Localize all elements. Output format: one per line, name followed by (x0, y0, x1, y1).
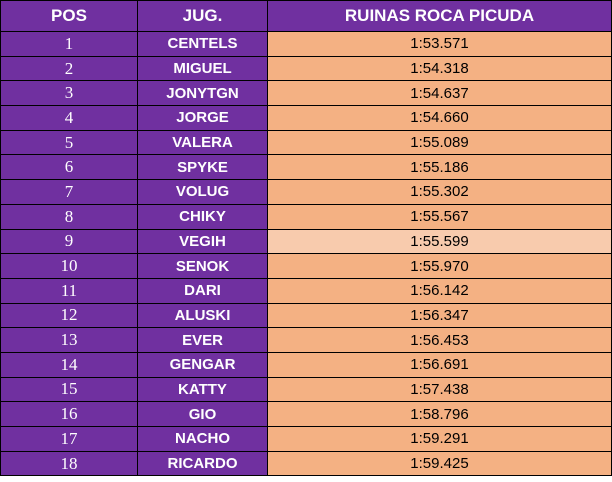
position-cell[interactable]: 2 (0, 55, 138, 82)
player-name-cell[interactable]: ALUSKI (137, 302, 268, 329)
player-name-cell[interactable]: GIO (137, 401, 268, 427)
table-row[interactable]: 14 GENGAR 1:56.691 (0, 351, 612, 378)
lap-time-cell[interactable]: 1:56.142 (267, 277, 612, 304)
position-cell[interactable]: 12 (0, 302, 138, 329)
table-row[interactable]: 18 RICARDO 1:59.425 (0, 450, 612, 477)
player-name-cell[interactable]: NACHO (137, 426, 268, 452)
table-row[interactable]: 9 VEGIH 1:55.599 (0, 228, 612, 255)
player-name-cell[interactable]: CENTELS (137, 31, 268, 57)
position-cell[interactable]: 18 (0, 450, 138, 477)
player-name-cell[interactable]: VOLUG (137, 179, 268, 205)
lap-time-cell[interactable]: 1:59.425 (267, 450, 612, 477)
position-cell[interactable]: 1 (0, 31, 138, 57)
lap-time-cell[interactable]: 1:54.318 (267, 55, 612, 82)
position-cell[interactable]: 13 (0, 327, 138, 353)
lap-time-cell[interactable]: 1:59.291 (267, 426, 612, 452)
table-row[interactable]: 15 KATTY 1:57.438 (0, 376, 612, 403)
table-row[interactable]: 12 ALUSKI 1:56.347 (0, 302, 612, 329)
table-row[interactable]: 16 GIO 1:58.796 (0, 401, 612, 427)
table-row[interactable]: 6 SPYKE 1:55.186 (0, 154, 612, 181)
table-row[interactable]: 5 VALERA 1:55.089 (0, 129, 612, 156)
lap-time-cell[interactable]: 1:55.186 (267, 154, 612, 181)
lap-time-cell[interactable]: 1:56.453 (267, 327, 612, 353)
table-row[interactable]: 13 EVER 1:56.453 (0, 327, 612, 353)
position-cell[interactable]: 16 (0, 401, 138, 427)
player-name-cell[interactable]: JORGE (137, 105, 268, 131)
player-name-cell[interactable]: VALERA (137, 129, 268, 156)
player-name-cell[interactable]: CHIKY (137, 203, 268, 230)
lap-time-cell[interactable]: 1:58.796 (267, 401, 612, 427)
lap-time-cell[interactable]: 1:55.599 (267, 228, 612, 255)
position-cell[interactable]: 7 (0, 179, 138, 205)
player-name-cell[interactable]: VEGIH (137, 228, 268, 255)
position-cell[interactable]: 17 (0, 426, 138, 452)
table-row[interactable]: 17 NACHO 1:59.291 (0, 426, 612, 452)
header-player[interactable]: JUG. (137, 0, 268, 32)
header-pos[interactable]: POS (0, 0, 138, 32)
lap-time-cell[interactable]: 1:55.970 (267, 253, 612, 279)
player-name-cell[interactable]: SENOK (137, 253, 268, 279)
position-cell[interactable]: 9 (0, 228, 138, 255)
table-row[interactable]: 3 JONYTGN 1:54.637 (0, 80, 612, 107)
lap-time-cell[interactable]: 1:54.660 (267, 105, 612, 131)
position-cell[interactable]: 8 (0, 203, 138, 230)
header-track[interactable]: RUINAS ROCA PICUDA (267, 0, 612, 32)
lap-time-cell[interactable]: 1:56.691 (267, 351, 612, 378)
player-name-cell[interactable]: KATTY (137, 376, 268, 403)
position-cell[interactable]: 5 (0, 129, 138, 156)
lap-time-cell[interactable]: 1:54.637 (267, 80, 612, 107)
header-row: POS JUG. RUINAS ROCA PICUDA (0, 0, 612, 32)
player-name-cell[interactable]: EVER (137, 327, 268, 353)
lap-time-cell[interactable]: 1:55.089 (267, 129, 612, 156)
position-cell[interactable]: 14 (0, 351, 138, 378)
table-row[interactable]: 2 MIGUEL 1:54.318 (0, 55, 612, 82)
position-cell[interactable]: 4 (0, 105, 138, 131)
position-cell[interactable]: 3 (0, 80, 138, 107)
player-name-cell[interactable]: JONYTGN (137, 80, 268, 107)
player-name-cell[interactable]: SPYKE (137, 154, 268, 181)
position-cell[interactable]: 6 (0, 154, 138, 181)
position-cell[interactable]: 11 (0, 277, 138, 304)
table-row[interactable]: 10 SENOK 1:55.970 (0, 253, 612, 279)
lap-time-cell[interactable]: 1:55.302 (267, 179, 612, 205)
lap-time-cell[interactable]: 1:53.571 (267, 31, 612, 57)
position-cell[interactable]: 15 (0, 376, 138, 403)
player-name-cell[interactable]: MIGUEL (137, 55, 268, 82)
table-row[interactable]: 1 CENTELS 1:53.571 (0, 31, 612, 57)
player-name-cell[interactable]: RICARDO (137, 450, 268, 477)
position-cell[interactable]: 10 (0, 253, 138, 279)
player-name-cell[interactable]: GENGAR (137, 351, 268, 378)
table-row[interactable]: 8 CHIKY 1:55.567 (0, 203, 612, 230)
table-row[interactable]: 4 JORGE 1:54.660 (0, 105, 612, 131)
lap-time-cell[interactable]: 1:55.567 (267, 203, 612, 230)
table-row[interactable]: 11 DARI 1:56.142 (0, 277, 612, 304)
lap-time-cell[interactable]: 1:57.438 (267, 376, 612, 403)
lap-time-cell[interactable]: 1:56.347 (267, 302, 612, 329)
player-name-cell[interactable]: DARI (137, 277, 268, 304)
table-row[interactable]: 7 VOLUG 1:55.302 (0, 179, 612, 205)
